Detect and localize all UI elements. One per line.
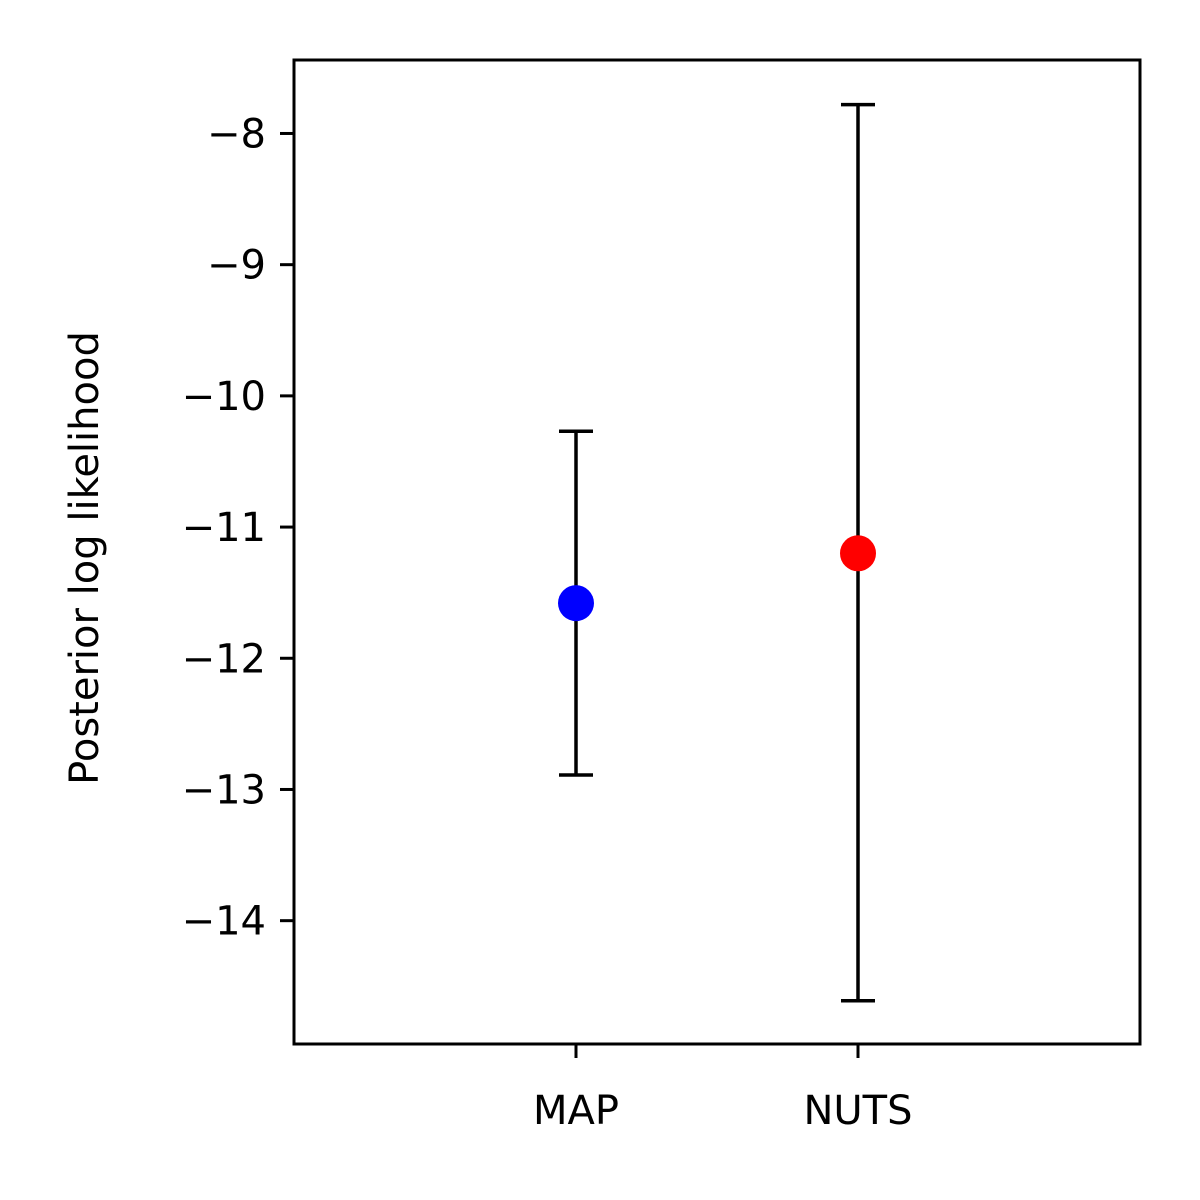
y-tick-label: −14 [182,899,266,945]
y-axis-label: Posterior log likelihood [62,331,108,785]
y-tick-label: −10 [182,374,266,420]
point-nuts [840,535,876,572]
y-tick-label: −13 [182,767,266,813]
y-tick-label: −11 [182,505,266,551]
y-axis-ticks: −14 −13 −12 −11 −10 −9 −8 [182,111,294,945]
x-axis-ticks: MAP NUTS [533,1044,913,1134]
y-tick-label: −12 [182,636,266,682]
x-tick-label: NUTS [803,1088,912,1134]
y-tick-label: −9 [207,243,266,289]
data-points [558,535,876,622]
plot-frame [292,58,1142,1046]
x-tick-label: MAP [533,1088,619,1134]
point-map [558,585,594,622]
y-tick-label: −8 [207,111,266,157]
